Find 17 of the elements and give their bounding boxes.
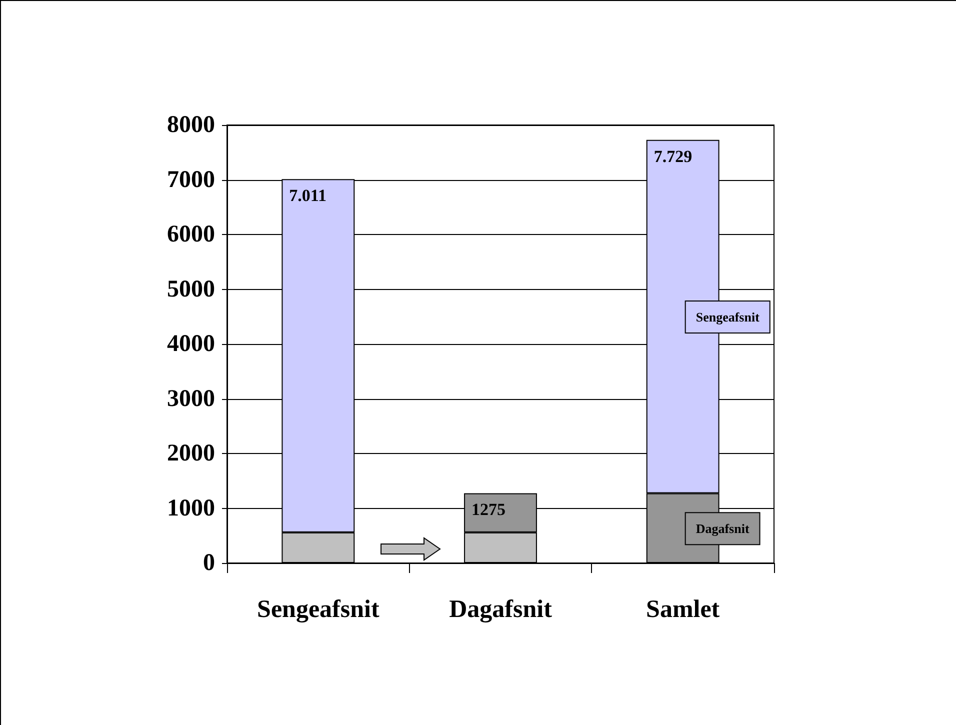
x-tick-label: Sengeafsnit (257, 596, 380, 623)
y-tick-label: 4000 (167, 331, 215, 357)
y-tick-label: 5000 (167, 276, 215, 302)
y-tick-label: 7000 (167, 166, 215, 193)
total-label: 1275 (472, 500, 506, 520)
y-tick-label: 2000 (167, 440, 215, 466)
y-tick-label: 0 (203, 550, 215, 576)
y-tick-label: 3000 (167, 386, 215, 412)
y-tick-label: 6000 (167, 222, 215, 248)
total-label: 7.011 (289, 186, 326, 206)
series-label: Sengeafsnit (696, 310, 760, 325)
total-label: 7.729 (654, 146, 692, 166)
x-tick-label: Dagafsnit (449, 596, 553, 623)
x-tick-label: Samlet (646, 596, 720, 623)
y-tick-label: 1000 (167, 495, 215, 522)
y-tick-label: 8000 (167, 112, 215, 138)
series-label: Dagafsnit (696, 521, 750, 536)
